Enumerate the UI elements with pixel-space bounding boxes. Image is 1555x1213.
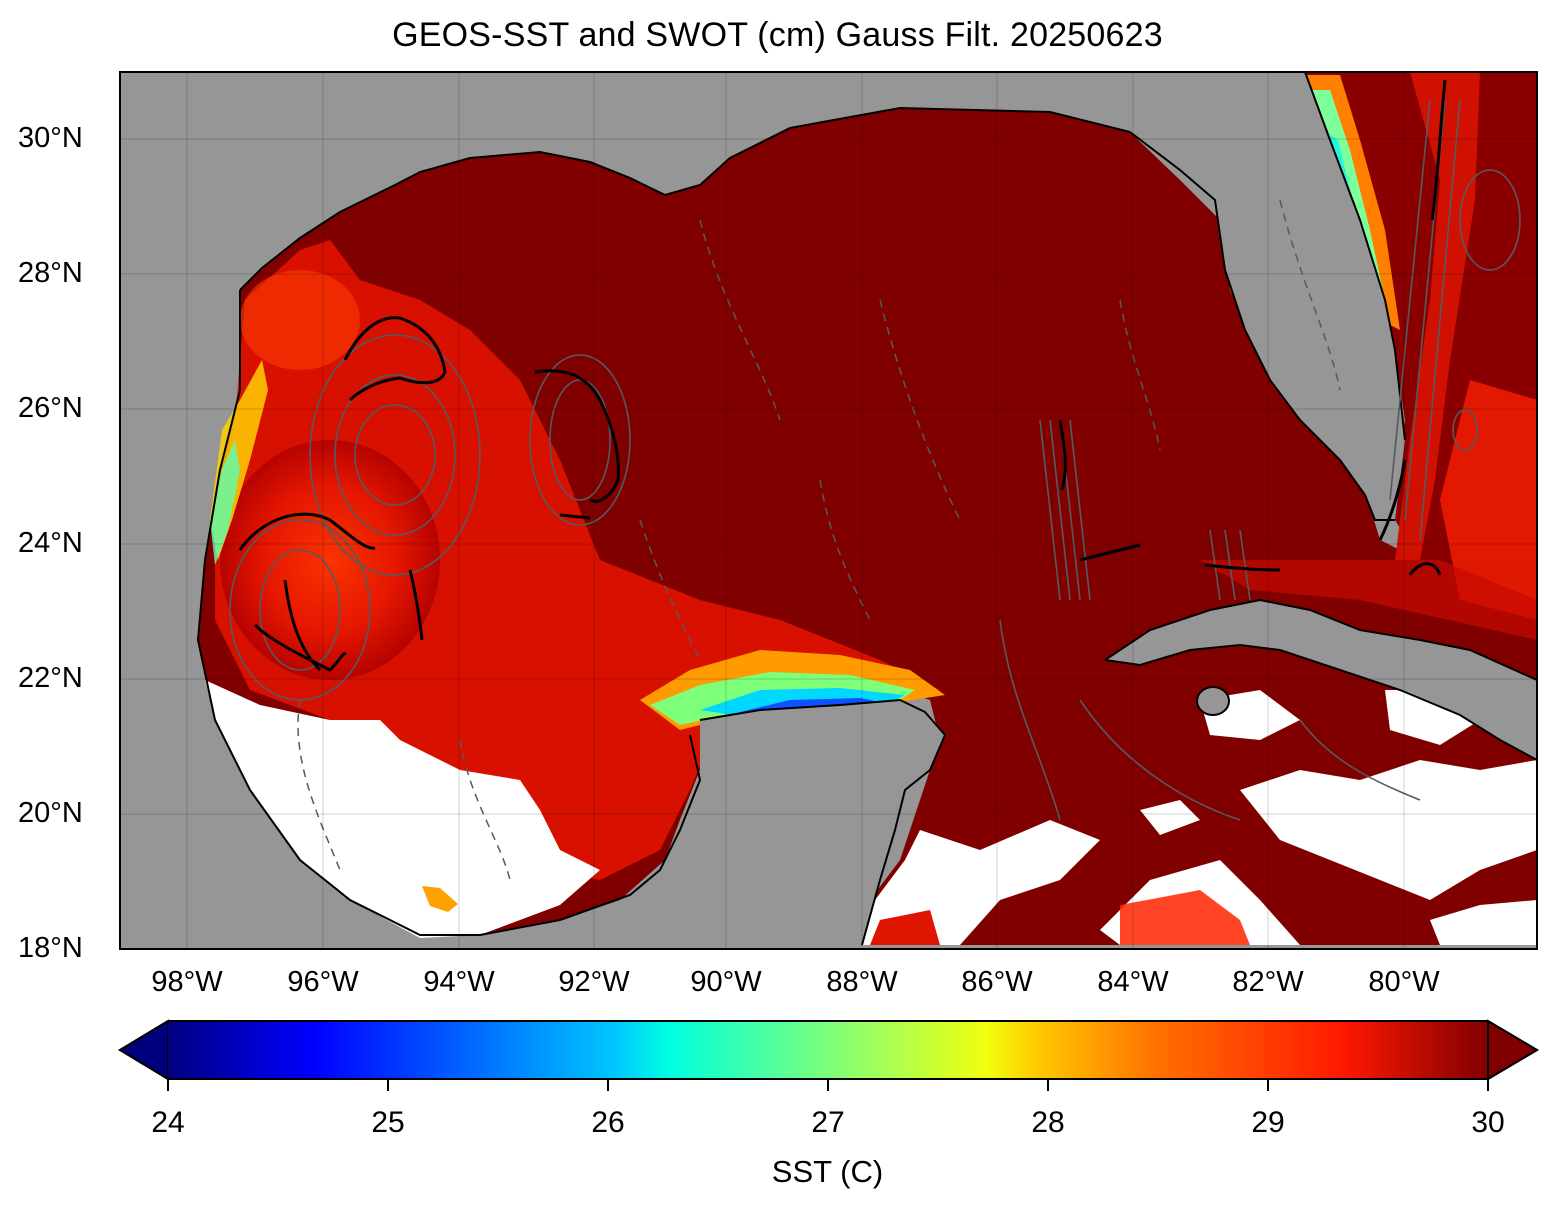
swot-contours-dashed: [297, 199, 1341, 881]
lat-tick-26: 26°N: [18, 392, 83, 424]
cuba-coastline: [1104, 598, 1537, 761]
lat-tick-18: 18°N: [18, 932, 83, 964]
graticule: [120, 72, 1537, 949]
lat-tick-22: 22°N: [18, 662, 83, 694]
colorbar-tick-25: 25: [371, 1106, 405, 1139]
florida-land: [1130, 72, 1405, 520]
colorbar-extend-low: [118, 1019, 169, 1081]
lon-tick-94: 94°W: [423, 966, 495, 998]
colorbar-tick-24: 24: [151, 1106, 185, 1139]
lat-tick-24: 24°N: [18, 527, 83, 559]
colorbar-tick-26: 26: [591, 1106, 625, 1139]
us-gulf-coastline: [239, 106, 1131, 291]
western-warm-region: [215, 240, 940, 880]
lat-tick-30: 30°N: [18, 122, 83, 154]
figure-title: GEOS-SST and SWOT (cm) Gauss Filt. 20250…: [392, 16, 1163, 54]
lon-tick-80: 80°W: [1368, 966, 1440, 998]
missing-data-campeche: [205, 680, 600, 938]
colorbar-label: SST (C): [771, 1154, 884, 1189]
lon-tick-82: 82°W: [1232, 966, 1304, 998]
colorbar-tick-27: 27: [811, 1106, 845, 1139]
lon-tick-96: 96°W: [287, 966, 359, 998]
isle-of-youth: [1196, 686, 1230, 716]
cuba-land: [1105, 600, 1537, 760]
colorbar-tick-28: 28: [1031, 1106, 1065, 1139]
lon-tick-98: 98°W: [151, 966, 223, 998]
colorbar-tick-29: 29: [1251, 1106, 1285, 1139]
colorbar-tick-30: 30: [1471, 1106, 1505, 1139]
lon-tick-84: 84°W: [1097, 966, 1169, 998]
lat-tick-28: 28°N: [18, 257, 83, 289]
florida-coastline: [1129, 72, 1406, 521]
yucatan-coastline: [699, 698, 947, 946]
colorbar-extend-high: [1487, 1019, 1539, 1081]
lon-tick-86: 86°W: [961, 966, 1033, 998]
map-frame: [119, 71, 1538, 950]
lon-tick-90: 90°W: [690, 966, 762, 998]
gulf-stream: [1395, 72, 1480, 560]
colorbar-gradient: [168, 1021, 1488, 1079]
lon-tick-92: 92°W: [558, 966, 630, 998]
colorbar: [118, 1019, 1539, 1091]
lon-tick-88: 88°W: [826, 966, 898, 998]
mexico-coastline: [196, 290, 561, 936]
lat-tick-20: 20°N: [18, 797, 83, 829]
western-warm-core: [220, 440, 440, 680]
swot-zero-contours: [238, 79, 1447, 672]
yucatan-land: [660, 700, 945, 945]
